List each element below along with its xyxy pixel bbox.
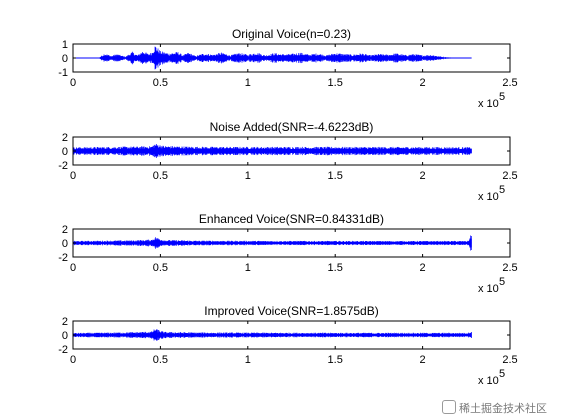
x-tick-label: 0 [70,77,76,89]
x-tick-label: 1 [245,77,251,89]
x-exponent-label: x 10 [478,191,499,203]
y-tick-label: 2 [62,224,68,236]
x-tick-label: 0 [70,262,76,274]
chart-title: Improved Voice(SNR=1.8575dB) [204,304,378,318]
x-exponent-label: x 10 [478,283,499,295]
x-tick-label: 1.5 [328,262,343,274]
y-tick-label: -2 [58,252,68,264]
x-tick-label: 0 [70,354,76,366]
y-tick-label: 0 [62,53,68,65]
y-tick-label: 2 [62,132,68,144]
watermark: 稀土掘金技术社区 [442,400,547,416]
x-tick-label: 0.5 [153,354,168,366]
y-tick-label: -2 [58,160,68,172]
y-tick-label: 2 [62,316,68,328]
watermark-text: 稀土掘金技术社区 [459,402,547,415]
x-tick-label: 2 [420,77,426,89]
y-tick-label: -2 [58,344,68,356]
x-tick-label: 1.5 [328,77,343,89]
x-exponent-label: x 10 [478,98,499,110]
x-tick-label: 2.5 [502,170,517,182]
logo-icon [442,400,456,414]
x-tick-label: 1 [245,354,251,366]
x-tick-label: 0.5 [153,262,168,274]
subplot-2: Noise Added(SNR=-4.6223dB) 0 0.5 1 1.5 2 2.5 -2… [58,120,517,203]
x-tick-label: 2.5 [502,354,517,366]
x-exponent-power: 5 [499,91,505,103]
x-tick-label: 0 [70,170,76,182]
y-tick-label: -1 [58,67,68,79]
x-tick-label: 0.5 [153,77,168,89]
y-tick-label: 1 [62,39,68,51]
chart-title: Noise Added(SNR=-4.6223dB) [210,120,374,134]
chart-title: Original Voice(n=0.23) [232,27,351,41]
x-tick-label: 1.5 [328,170,343,182]
x-exponent-power: 5 [499,368,505,380]
subplot-3: Enhanced Voice(SNR=0.84331dB) 0 0.5 1 1.5 2 2.… [58,212,517,295]
x-exponent-power: 5 [499,184,505,196]
x-tick-label: 1 [245,262,251,274]
y-tick-label: 0 [62,238,68,250]
x-tick-label: 2 [420,354,426,366]
x-exponent-power: 5 [499,276,505,288]
subplot-1: Original Voice(n=0.23)0 0.5 1 1.5 2 2.5-101x … [58,27,517,110]
y-tick-label: 0 [62,146,68,158]
x-tick-label: 2.5 [502,262,517,274]
x-tick-label: 2.5 [502,77,517,89]
subplot-4: Improved Voice(SNR=1.8575dB) 0 0.5 1 1.5 2 2.5… [58,304,517,387]
x-tick-label: 2 [420,262,426,274]
x-tick-label: 1 [245,170,251,182]
chart-title: Enhanced Voice(SNR=0.84331dB) [199,212,384,226]
x-tick-label: 1.5 [328,354,343,366]
x-tick-label: 0.5 [153,170,168,182]
y-tick-label: 0 [62,330,68,342]
x-exponent-label: x 10 [478,375,499,387]
x-tick-label: 2 [420,170,426,182]
